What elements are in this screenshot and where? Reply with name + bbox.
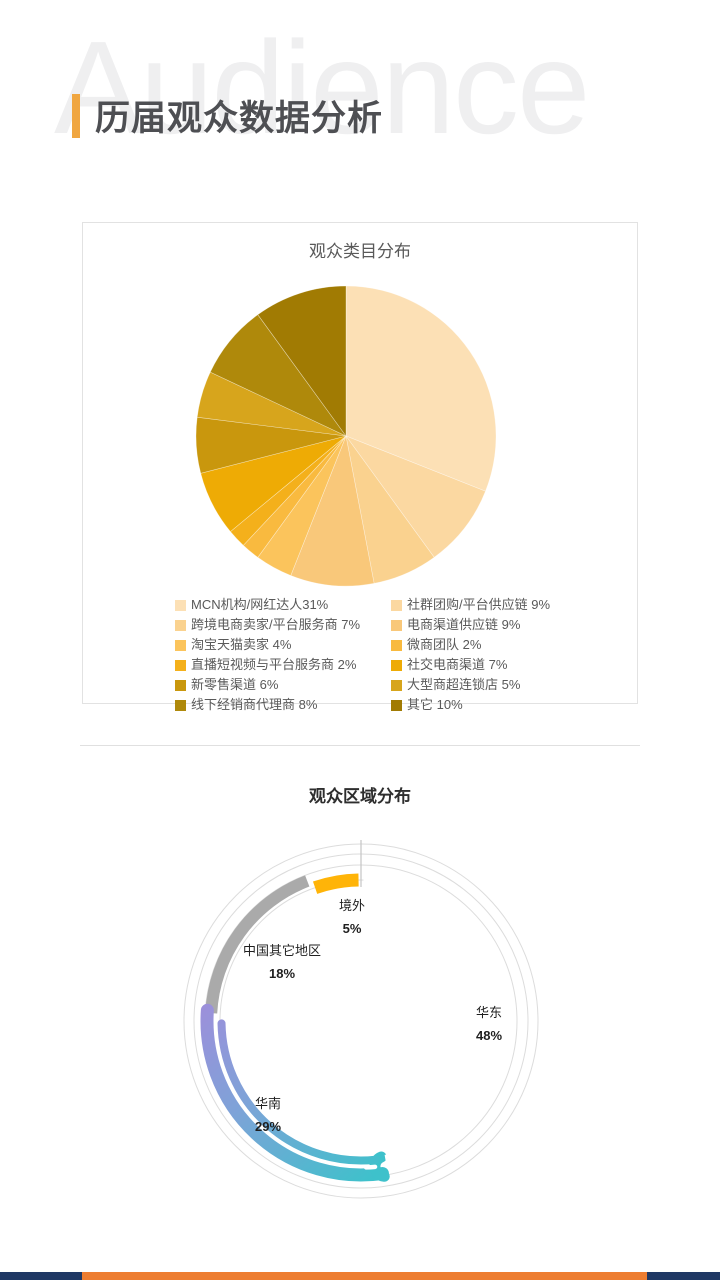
legend-label: 淘宝天猫卖家 4% <box>191 637 292 652</box>
ring-segment-label: 境外 <box>339 898 365 913</box>
pie-slice <box>345 435 486 558</box>
legend-item: 大型商超连锁店 5% <box>391 675 627 695</box>
legend-swatch <box>175 659 186 671</box>
pie-slice <box>290 434 375 587</box>
ring-arcs <box>200 873 507 1182</box>
arc-qita-diqu <box>205 875 310 1014</box>
legend-label: 微商团队 2% <box>407 637 482 652</box>
legend-item: 淘宝天猫卖家 4% <box>175 635 391 655</box>
legend-label: 大型商超连锁店 5% <box>407 677 521 692</box>
accent-bar <box>72 93 80 138</box>
pie-slice <box>345 285 497 492</box>
legend-swatch <box>175 619 186 631</box>
legend-item: 微商团队 2% <box>391 635 627 655</box>
legend-label: 其它 10% <box>407 697 463 712</box>
legend-item: MCN机构/网红达人31% <box>175 595 391 615</box>
legend-label: 新零售渠道 6% <box>191 677 279 692</box>
ring-segment-value: 18% <box>269 966 295 981</box>
legend-swatch <box>391 639 402 651</box>
arc-huanan-inner <box>217 1019 380 1165</box>
legend-swatch <box>391 699 402 711</box>
legend-item: 电商渠道供应链 9% <box>391 615 627 635</box>
page-header: 历届观众数据分析 <box>72 90 383 141</box>
legend-item: 社交电商渠道 7% <box>391 655 627 675</box>
arc-huadong <box>363 875 507 1165</box>
page-title: 历届观众数据分析 <box>95 99 384 138</box>
legend-swatch <box>391 679 402 691</box>
footer-left-segment <box>0 1272 82 1280</box>
audience-watermark: Audience <box>54 14 590 161</box>
ring-segment-label: 华南 <box>255 1096 281 1111</box>
ring-chart-title: 观众区域分布 <box>309 787 411 806</box>
arc-huanan-outer <box>200 1003 389 1182</box>
ring-chart: 境外 5% 中国其它地区 18% 华南 29% 华东 48% <box>183 840 539 1199</box>
ring-segment-value: 29% <box>255 1119 281 1134</box>
legend-item: 跨境电商卖家/平台服务商 7% <box>175 615 391 635</box>
legend-item: 直播短视频与平台服务商 2% <box>175 655 391 675</box>
legend-swatch <box>175 679 186 691</box>
legend-swatch <box>175 599 186 611</box>
legend-swatch <box>391 659 402 671</box>
pie-legend: MCN机构/网红达人31% 社群团购/平台供应链 9% 跨境电商卖家/平台服务商 7… <box>175 595 627 715</box>
legend-item: 社群团购/平台供应链 9% <box>391 595 627 615</box>
legend-swatch <box>391 599 402 611</box>
legend-swatch <box>175 699 186 711</box>
ring-labels: 境外 5% 中国其它地区 18% 华南 29% 华东 48% <box>243 898 502 1134</box>
legend-swatch <box>175 639 186 651</box>
legend-item: 新零售渠道 6% <box>175 675 391 695</box>
legend-label: 社群团购/平台供应链 9% <box>407 597 551 612</box>
legend-label: 线下经销商代理商 8% <box>191 697 318 712</box>
footer-right-segment <box>647 1272 720 1280</box>
ring-segment-value: 5% <box>343 921 362 936</box>
pie-chart-card: 观众类目分布 MCN机构/网红达人31% 社群团购/平台供应链 9% 跨境电商卖家/… <box>82 222 638 712</box>
footer-center-segment <box>82 1272 647 1280</box>
legend-label: MCN机构/网红达人31% <box>191 597 329 612</box>
legend-label: 电商渠道供应链 9% <box>407 617 521 632</box>
ring-segment-label: 华东 <box>476 1005 502 1020</box>
legend-swatch <box>391 619 402 631</box>
legend-label: 跨境电商卖家/平台服务商 7% <box>191 617 361 632</box>
arc-huanan-slot <box>363 1164 378 1170</box>
ring-segment-label: 中国其它地区 <box>243 943 321 958</box>
arc-jingwai <box>312 873 359 894</box>
pie-chart <box>195 285 497 587</box>
legend-item: 其它 10% <box>391 695 627 715</box>
pie-chart-title: 观众类目分布 <box>309 242 411 261</box>
legend-item: 线下经销商代理商 8% <box>175 695 391 715</box>
legend-label: 直播短视频与平台服务商 2% <box>191 657 357 672</box>
footer-bar <box>0 1272 720 1280</box>
ring-segment-value: 48% <box>476 1028 502 1043</box>
pie-slice <box>257 285 347 437</box>
legend-label: 社交电商渠道 7% <box>407 657 508 672</box>
section-divider <box>80 745 640 746</box>
